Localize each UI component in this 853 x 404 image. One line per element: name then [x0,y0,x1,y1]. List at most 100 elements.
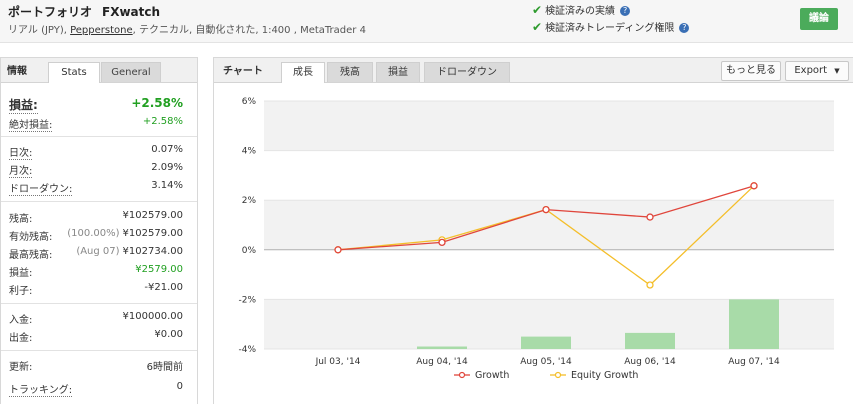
withdrawals-value: ¥0.00 [154,329,183,340]
discuss-button[interactable]: 議論 [800,8,838,30]
profit-row: 損益: ¥2579.00 [9,264,183,281]
profit-label: 損益: [9,268,33,279]
daily-value: 0.07% [151,144,183,155]
drawdown-bar [521,336,571,349]
highest-label: 最高残高: [9,250,53,261]
chart-tabs: チャート 成長 残高 損益 ドローダウン もっと見る Export ▼ [214,58,853,83]
verified-trading-privileges: ✔ 検証済みトレーディング権限? [532,19,690,34]
y-tick-label: -4% [238,345,256,355]
deposits-label: 入金: [9,315,33,326]
subtitle-suffix: , テクニカル, 自動化された, 1:400 , MetaTrader 4 [132,25,366,36]
tab-growth[interactable]: 成長 [281,62,325,83]
growth-point [438,238,446,247]
help-icon[interactable]: ? [620,6,631,16]
check-icon: ✔ [532,20,543,34]
equity-percent: (100.00%) [67,228,120,239]
more-button[interactable]: もっと見る [721,61,781,81]
y-tick-label: -2% [238,295,256,305]
growth-point [334,246,342,254]
growth-point [646,213,654,221]
legend-label: Equity Growth [571,370,638,381]
equity-label: 有効残高: [9,232,53,243]
abs-gain-value: +2.58% [142,116,183,127]
highest-date: (Aug 07) [76,246,120,257]
tracking-row: トラッキング: 0 [9,381,183,398]
x-tick-label: Aug 04, '14 [416,357,468,367]
help-icon[interactable]: ? [679,23,690,33]
system-name: FXwatch [102,5,161,19]
updated-value: 6時間前 [146,362,183,373]
subtitle-prefix: リアル (JPY), [8,25,71,36]
broker-link[interactable]: Pepperstone [70,25,133,36]
chart-panel: チャート 成長 残高 損益 ドローダウン もっと見る Export ▼ 6% 4%… [213,57,853,404]
tab-info-label: 情報 [7,66,27,77]
deposits-value: ¥100000.00 [122,311,183,322]
page-header [0,0,853,43]
tab-profit[interactable]: 損益 [376,62,420,82]
divider [1,350,197,351]
deposits-row: 入金: ¥100000.00 [9,311,183,328]
divider [1,303,197,304]
growth-point [750,182,758,190]
stats-panel: 情報 Stats General 損益: +2.58% 絶対損益: +2.58%… [0,57,198,404]
updated-label: 更新: [9,362,33,373]
tracking-value: 0 [176,381,183,392]
export-button[interactable]: Export ▼ [785,61,849,81]
title-label: ポートフォリオ [8,5,93,19]
growth-point [542,205,550,214]
grid-band [264,101,834,151]
monthly-label: 月次: [9,162,33,178]
highest-value: ¥102734.00 [122,246,183,257]
interest-value: -¥21.00 [144,282,183,293]
tab-balance[interactable]: 残高 [327,62,373,82]
updated-row: 更新: 6時間前 [9,358,183,375]
balance-value: ¥102579.00 [122,210,183,221]
monthly-row: 月次: 2.09% [9,162,183,179]
tab-general[interactable]: General [101,62,161,82]
gain-value: +2.58% [131,96,183,110]
profit-value: ¥2579.00 [135,264,183,275]
monthly-value: 2.09% [151,162,183,173]
legend-marker [554,371,562,379]
divider [1,201,197,202]
equity-row: 有効残高: (100.00%) ¥102579.00 [9,228,183,245]
legend-label: Growth [475,370,509,381]
y-tick-label: 2% [242,196,257,206]
x-tick-label: Aug 05, '14 [520,357,572,367]
withdrawals-label: 出金: [9,333,33,344]
verified-trading-privileges-label: 検証済みトレーディング権限 [545,23,675,34]
verified-track-record-label: 検証済みの実績 [545,6,616,17]
divider [1,136,197,137]
gain-label: 損益: [9,98,38,114]
x-tick-label: Aug 07, '14 [728,357,780,367]
drawdown-label: ドローダウン: [9,180,73,196]
x-tick-label: Aug 06, '14 [624,357,676,367]
interest-row: 利子: -¥21.00 [9,282,183,299]
interest-label: 利子: [9,286,33,297]
highest-row: 最高残高: (Aug 07) ¥102734.00 [9,246,183,263]
check-icon: ✔ [532,3,543,17]
abs-gain-label: 絶対損益: [9,116,53,132]
tracking-label[interactable]: トラッキング: [9,381,73,397]
drawdown-bar [729,299,779,349]
tab-drawdown[interactable]: ドローダウン [424,62,510,82]
equity-growth-point [646,281,654,289]
export-label: Export [794,65,828,76]
stats-tabs: 情報 Stats General [1,58,197,83]
balance-label: 残高: [9,214,33,225]
x-tick-label: Jul 03, '14 [315,357,361,367]
daily-label: 日次: [9,144,33,160]
verified-track-record: ✔ 検証済みの実績? [532,2,631,17]
drawdown-bar [625,332,675,349]
equity-value: ¥102579.00 [122,228,183,239]
daily-row: 日次: 0.07% [9,144,183,161]
drawdown-row: ドローダウン: 3.14% [9,180,183,197]
account-subtitle: リアル (JPY), Pepperstone, テクニカル, 自動化された, 1… [8,21,366,36]
growth-chart: 6% 4% 2% 0% -2% -4% Jul 03, '14 Aug 04, '14 Aug … [238,97,834,381]
drawdown-value: 3.14% [151,180,183,191]
abs-gain-row: 絶対損益: +2.58% [9,116,183,133]
legend-marker [458,371,466,379]
withdrawals-row: 出金: ¥0.00 [9,329,183,346]
tab-stats[interactable]: Stats [48,62,100,83]
balance-row: 残高: ¥102579.00 [9,210,183,227]
